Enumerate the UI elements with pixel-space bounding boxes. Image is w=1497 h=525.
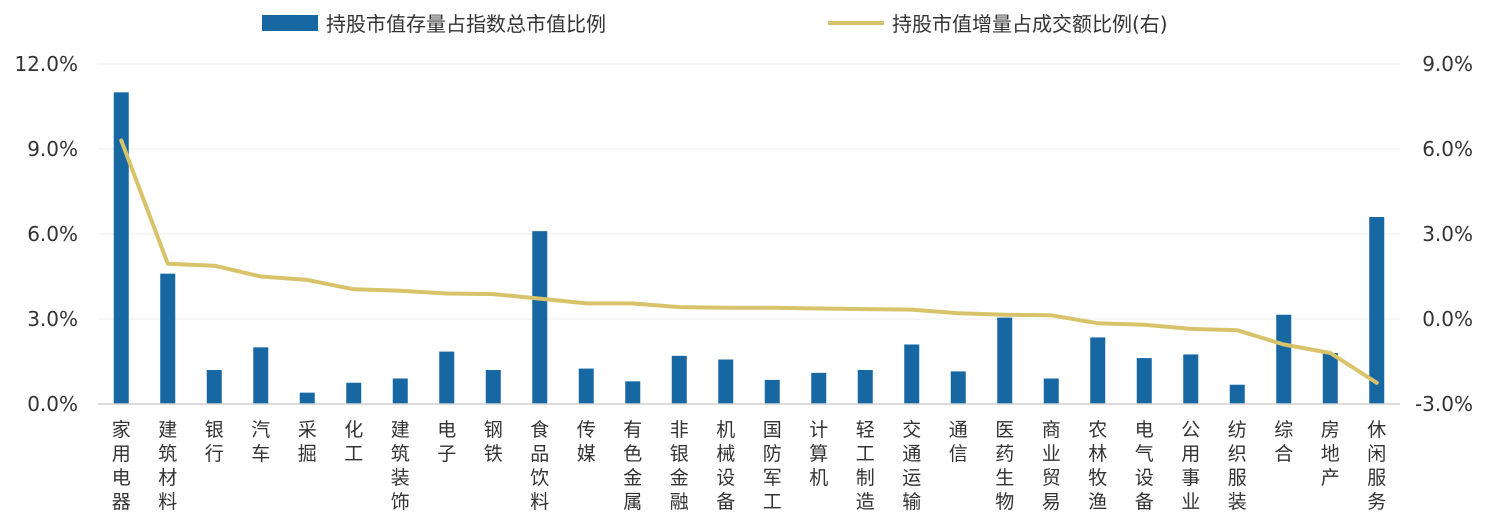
x-tick-label: 化工	[344, 419, 363, 465]
bar	[206, 370, 222, 404]
x-tick-label: 钢铁	[484, 419, 503, 465]
x-tick-label: 建筑装饰	[391, 419, 410, 513]
x-tick-label: 家用电器	[112, 419, 131, 513]
x-tick-label: 食品饮料	[530, 419, 549, 513]
bar	[1276, 314, 1292, 404]
x-tick-label: 公用事业	[1181, 419, 1200, 513]
x-tick-label: 农林牧渔	[1088, 419, 1107, 513]
legend: 持股市值存量占指数总市值比例 持股市值增量占成交额比例(右)	[262, 12, 1168, 36]
bar	[1043, 378, 1059, 404]
x-tick-label: 采掘	[298, 419, 317, 465]
x-tick-label: 纺织服装	[1228, 419, 1247, 513]
y-left-tick-label: 0.0%	[27, 392, 78, 416]
bar	[160, 273, 176, 404]
bar	[1090, 337, 1106, 404]
bar-series	[113, 92, 1385, 404]
x-tick-label: 电气设备	[1135, 419, 1154, 513]
bar	[1369, 217, 1385, 404]
bar	[439, 351, 455, 404]
gridlines	[98, 63, 1400, 320]
x-tick-label: 汽车	[251, 419, 270, 465]
y-right-tick-label: 9.0%	[1422, 52, 1473, 76]
bar	[253, 347, 269, 404]
y-left-tick-label: 12.0%	[14, 52, 78, 76]
x-tick-label: 房地产	[1321, 419, 1340, 489]
y-axis-right: -3.0% 0.0% 3.0% 6.0% 9.0%	[1415, 52, 1473, 416]
y-axis-left: 0.0% 3.0% 6.0% 9.0% 12.0%	[14, 52, 78, 416]
bar	[857, 370, 873, 404]
legend-label-line: 持股市值增量占成交额比例(右)	[892, 12, 1168, 36]
y-right-tick-label: 0.0%	[1422, 307, 1473, 331]
x-tick-label: 轻工制造	[856, 419, 875, 513]
bar	[625, 381, 641, 404]
y-left-tick-label: 6.0%	[27, 222, 78, 246]
x-tick-label: 休闲服务	[1367, 419, 1386, 513]
y-right-tick-label: 6.0%	[1422, 137, 1473, 161]
bar	[997, 317, 1013, 404]
bar	[299, 392, 315, 404]
x-tick-label: 医药生物	[995, 419, 1014, 513]
x-tick-label: 综合	[1274, 419, 1293, 465]
x-tick-label: 通信	[949, 419, 968, 465]
bar	[346, 382, 362, 404]
x-tick-label: 传媒	[577, 419, 596, 465]
legend-swatch-bar	[262, 15, 318, 31]
y-right-tick-label: 3.0%	[1422, 222, 1473, 246]
y-left-tick-label: 9.0%	[27, 137, 78, 161]
x-tick-label: 商业贸易	[1042, 419, 1061, 513]
x-tick-label: 计算机	[809, 419, 828, 489]
bar	[718, 359, 734, 404]
series-line	[119, 138, 1379, 385]
bar	[811, 372, 827, 404]
bar	[1136, 358, 1152, 404]
bar	[764, 379, 780, 404]
bar	[950, 371, 966, 404]
bar	[671, 355, 687, 404]
x-tick-label: 非银金融	[670, 419, 689, 513]
line-series	[119, 138, 1379, 385]
y-right-tick-label: -3.0%	[1415, 392, 1473, 416]
bar	[904, 344, 920, 404]
bar	[113, 92, 129, 404]
y-left-tick-label: 3.0%	[27, 307, 78, 331]
x-tick-label: 银行	[205, 419, 224, 465]
x-tick-label: 机械设备	[716, 419, 735, 513]
legend-label-bar: 持股市值存量占指数总市值比例	[326, 12, 606, 36]
bar	[532, 231, 548, 404]
bar	[578, 368, 594, 404]
x-tick-label: 电子	[437, 419, 456, 465]
bar	[1229, 384, 1245, 404]
x-tick-label: 交通运输	[902, 419, 921, 513]
bar	[1183, 354, 1199, 404]
x-tick-label: 建筑材料	[158, 419, 177, 513]
bar	[485, 370, 501, 404]
bar	[1322, 353, 1338, 404]
bar	[392, 378, 408, 404]
x-tick-label: 国防军工	[763, 419, 782, 513]
x-tick-label: 有色金属	[623, 419, 642, 513]
